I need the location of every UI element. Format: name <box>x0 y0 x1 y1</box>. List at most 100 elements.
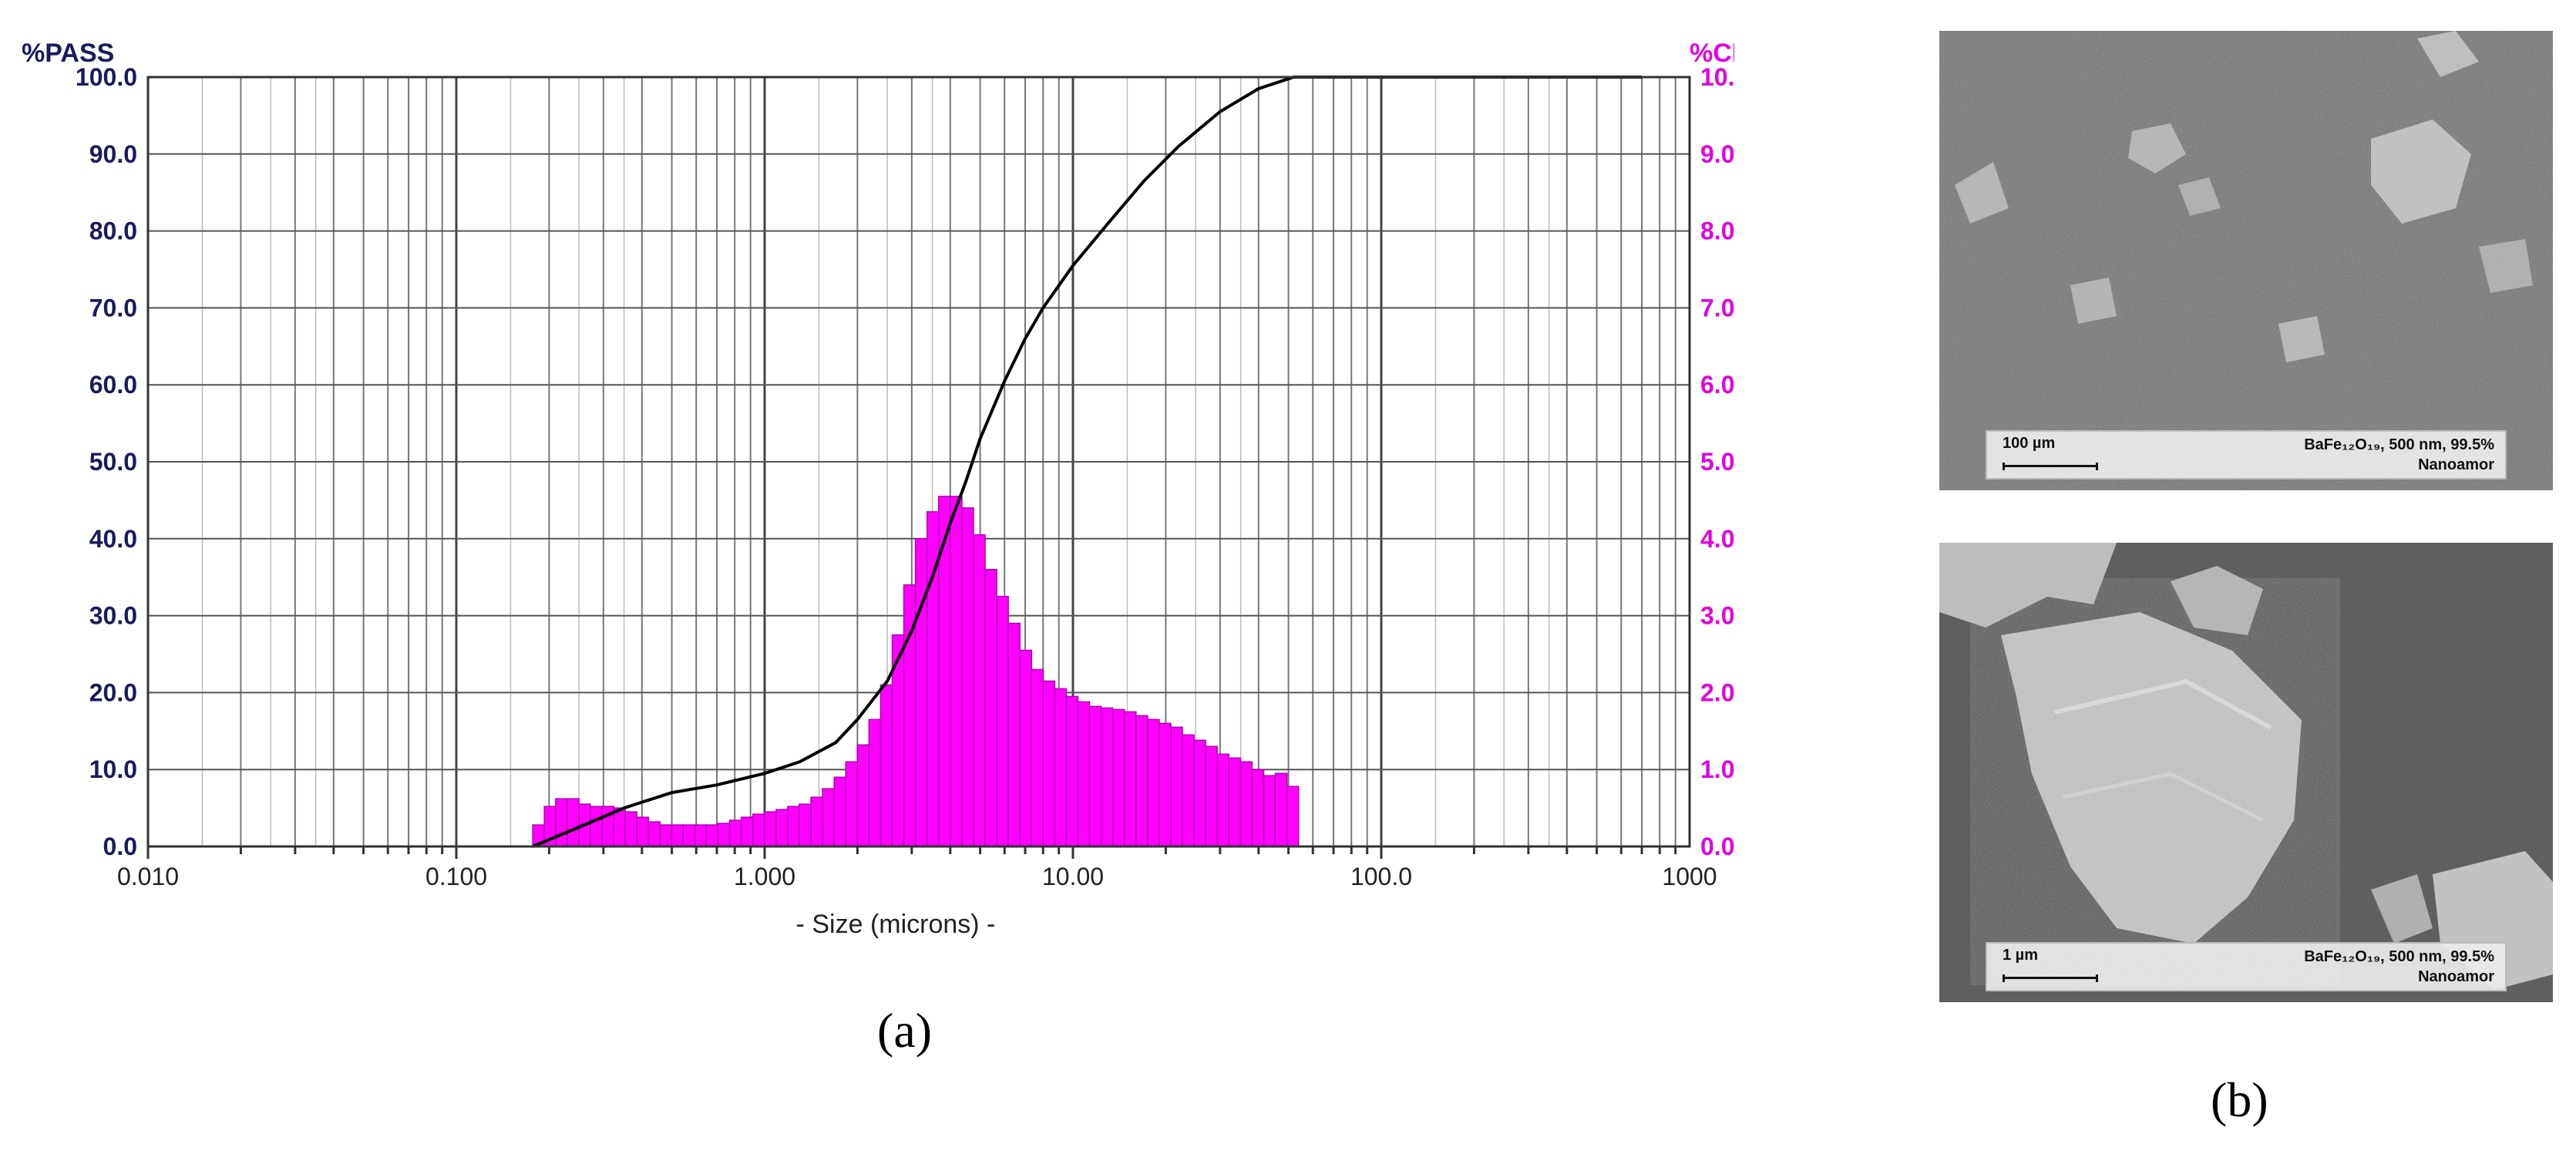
sem-caption-bottom: BaFe₁₂O₁₉, 500 nm, 99.5% Nanoamor <box>2304 947 2494 987</box>
y-left-tick-label: 10.0 <box>89 755 137 783</box>
y-right-tick-label: 9.0 <box>1700 140 1734 168</box>
y-right-tick-label: 0.0 <box>1700 833 1734 860</box>
y-left-tick-label: 90.0 <box>89 140 137 168</box>
y-left-tick-label: 100.0 <box>76 63 137 91</box>
histogram-bar <box>1135 715 1148 847</box>
histogram-bar <box>799 803 812 847</box>
sem-info-bar-bottom: 1 µm BaFe₁₂O₁₉, 500 nm, 99.5% Nanoamor <box>1986 942 2507 991</box>
y-left-tick-label: 60.0 <box>89 371 137 399</box>
right-axis-title: %CHAN <box>1690 39 1734 68</box>
histogram-bar <box>787 806 800 847</box>
size-distribution-chart: 0.0 10.0 20.0 30.0 40.0 50.0 60.0 70.0 80.0 90.0 1… <box>22 39 1734 939</box>
histogram-bar <box>833 776 847 847</box>
histogram-bar <box>1228 757 1242 847</box>
histogram-bar <box>659 824 672 847</box>
panel-a-label: (a) <box>877 1003 933 1058</box>
histogram-bar <box>1124 711 1137 847</box>
histogram-bar <box>1042 680 1056 847</box>
material-label-top: BaFe₁₂O₁₉, 500 nm, 99.5% <box>2304 436 2494 453</box>
y-right-tick-label: 2.0 <box>1700 678 1734 706</box>
y-left-tick-label: 50.0 <box>89 448 137 476</box>
histogram-bar <box>671 824 684 847</box>
histogram-bar <box>694 824 708 847</box>
histogram-bar <box>1159 722 1172 847</box>
scale-label-bottom: 1 µm <box>2003 947 2038 964</box>
supplier-label-bottom: Nanoamor <box>2418 968 2494 985</box>
histogram-bar <box>1286 786 1300 847</box>
histogram-bar <box>1239 761 1253 847</box>
sem-caption-top: BaFe₁₂O₁₉, 500 nm, 99.5% Nanoamor <box>2304 435 2494 475</box>
histogram-bar <box>717 823 731 847</box>
histogram-bar <box>764 811 777 847</box>
histogram-bar <box>1019 649 1033 847</box>
y-right-tick-label: 7.0 <box>1700 294 1734 321</box>
histogram-bar <box>914 538 928 847</box>
histogram-bar <box>1147 718 1160 847</box>
sem-image-bottom: 1 µm BaFe₁₂O₁₉, 500 nm, 99.5% Nanoamor <box>1939 543 2553 1002</box>
y-left-tick-label: 80.0 <box>89 217 137 245</box>
histogram-bar <box>1077 701 1091 847</box>
histogram-bar <box>1216 753 1230 847</box>
histogram-bar <box>996 595 1009 847</box>
histogram-bar <box>961 507 974 847</box>
histogram-bar <box>555 798 568 847</box>
supplier-label-top: Nanoamor <box>2418 456 2494 473</box>
histogram-bar <box>1182 734 1195 847</box>
y-left-tick-label: 70.0 <box>89 294 137 321</box>
scale-label-top: 100 µm <box>2003 435 2056 452</box>
histogram-bar <box>1111 708 1125 847</box>
histogram-bar <box>1193 739 1206 847</box>
y-right-tick-label: 10.0 <box>1700 63 1734 91</box>
x-tick-label: 10.00 <box>1042 863 1104 890</box>
y-right-tick-label: 4.0 <box>1700 525 1734 553</box>
histogram-bar <box>1251 769 1265 847</box>
y-right-tick-label: 6.0 <box>1700 371 1734 399</box>
histogram-bar <box>1007 622 1021 847</box>
plot-frame <box>146 76 1691 848</box>
y-left-tick-label: 30.0 <box>89 602 137 630</box>
histogram-bar <box>822 788 835 847</box>
x-tick-label: 1000 <box>1662 863 1717 890</box>
histogram-bar <box>613 807 626 847</box>
cumulative-pass-line <box>532 76 1642 848</box>
y-right-tick-label: 8.0 <box>1700 217 1734 245</box>
histogram-bar <box>728 819 742 847</box>
histogram-bar <box>1088 705 1102 847</box>
sem-texture-bottom <box>1939 543 2553 1002</box>
x-tick-label: 0.100 <box>425 863 487 890</box>
histogram-bar <box>1263 775 1276 847</box>
x-tick-label: 0.010 <box>117 863 179 890</box>
cumulative-curve-layer <box>532 76 1642 848</box>
histogram-bar <box>752 813 765 847</box>
histogram-bar <box>1170 726 1183 847</box>
histogram-bar <box>879 684 893 847</box>
y-right-tick-label: 5.0 <box>1700 448 1734 476</box>
histogram-bar <box>567 798 580 847</box>
sem-info-bar-top: 100 µm BaFe₁₂O₁₉, 500 nm, 99.5% Nanoamor <box>1986 430 2507 480</box>
histogram-bar <box>1054 688 1068 847</box>
histogram-bars <box>532 496 1300 847</box>
histogram-bar <box>856 744 870 847</box>
histogram-bar <box>647 821 661 847</box>
histogram-bar <box>740 816 754 847</box>
histogram-bar <box>1205 745 1219 847</box>
histogram-bar <box>810 796 823 847</box>
y-right-tick-label: 3.0 <box>1700 602 1734 630</box>
x-tick-label: 100.0 <box>1350 863 1412 890</box>
histogram-bar <box>973 534 986 847</box>
y-left-tick-label: 40.0 <box>89 525 137 553</box>
histogram-bar <box>1274 772 1288 847</box>
material-label-bottom: BaFe₁₂O₁₉, 500 nm, 99.5% <box>2304 948 2494 965</box>
histogram-bar <box>1100 707 1114 847</box>
scale-bar-bottom <box>2003 974 2098 982</box>
panel-b-label: (b) <box>2211 1072 2268 1127</box>
x-tick-label: 1.000 <box>734 863 795 890</box>
histogram-bar <box>682 824 696 847</box>
y-left-tick-label: 0.0 <box>103 833 137 860</box>
histogram-bar <box>845 761 859 847</box>
histogram-bar <box>868 718 882 847</box>
histogram-bar <box>775 809 789 847</box>
axis-ticks: 0.0 10.0 20.0 30.0 40.0 50.0 60.0 70.0 80.0 90.0 1… <box>76 63 1734 890</box>
y-left-tick-label: 20.0 <box>89 678 137 706</box>
histogram-bar <box>590 806 603 847</box>
